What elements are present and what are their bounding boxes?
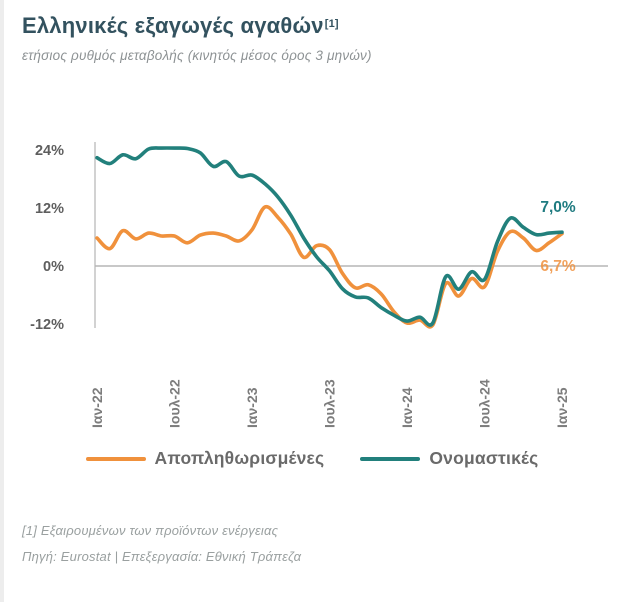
x-tick-label: Ιαν-24 xyxy=(399,387,415,428)
footnote-energy-exclusion: [1] Εξαιρουμένων των προϊόντων ενέργειας xyxy=(22,523,279,538)
legend-item-deflated: Αποπληθωρισμένες xyxy=(85,448,325,469)
x-tick-label: Ιαν-25 xyxy=(554,387,570,428)
exports-chart-svg: 24% 12% 0% -12% Ιαν-22 Ιουλ-22 Ιαν-23 Ιουλ-23 Ια… xyxy=(30,142,608,428)
x-tick-label: Ιουλ-22 xyxy=(167,379,183,428)
page-title: Ελληνικές εξαγωγές αγαθών[1] xyxy=(22,13,339,39)
x-tick-label: Ιαν-22 xyxy=(89,387,105,428)
end-value-label: 6,7% xyxy=(540,258,576,275)
series-nominal-line xyxy=(95,146,564,327)
nominal-line-swatch xyxy=(360,456,421,461)
page-title-text: Ελληνικές εξαγωγές αγαθών xyxy=(22,13,324,38)
footnote-source: Πηγή: Eurostat | Επεξεργασία: Εθνική Τρά… xyxy=(22,549,302,564)
legend-label-deflated: Αποπληθωρισμένες xyxy=(154,448,325,468)
left-edge-strip xyxy=(0,0,4,602)
legend-label-nominal: Ονομαστικές xyxy=(429,448,539,468)
x-tick-label: Ιουλ-24 xyxy=(477,379,493,428)
y-tick-label: 0% xyxy=(43,259,64,275)
page-subtitle: ετήσιος ρυθμός μεταβολής (κινητός μέσος … xyxy=(22,48,372,63)
y-tick-label: 12% xyxy=(35,201,64,217)
end-value-label: 7,0% xyxy=(540,199,576,216)
x-tick-label: Ιαν-23 xyxy=(244,387,260,428)
x-tick-label: Ιουλ-23 xyxy=(322,379,338,428)
chart-footnotes: [1] Εξαιρουμένων των προϊόντων ενέργειας… xyxy=(22,518,301,570)
y-tick-label: -12% xyxy=(30,317,64,333)
exports-chart: 24% 12% 0% -12% Ιαν-22 Ιουλ-22 Ιαν-23 Ιουλ-23 Ια… xyxy=(0,108,624,440)
footnote-marker: [1] xyxy=(324,18,339,30)
chart-legend: Αποπληθωρισμένες Ονομαστικές xyxy=(0,448,624,469)
y-tick-label: 24% xyxy=(35,143,64,159)
series-deflated-line xyxy=(95,204,564,329)
deflated-line-swatch xyxy=(85,456,146,461)
legend-item-nominal: Ονομαστικές xyxy=(360,448,538,469)
